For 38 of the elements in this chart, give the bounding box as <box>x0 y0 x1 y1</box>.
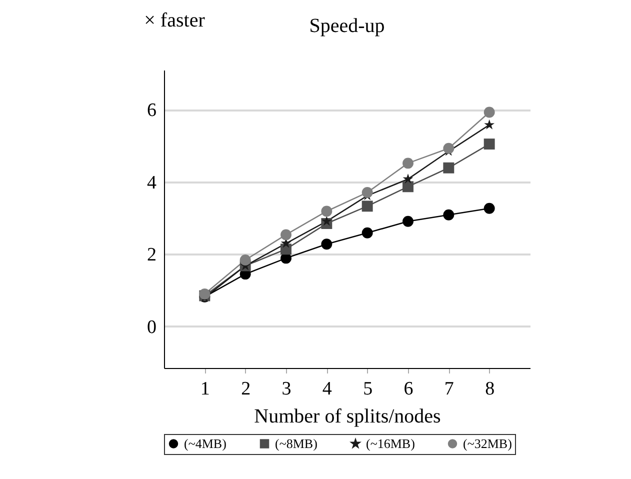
y-axis-title: × faster <box>144 10 206 32</box>
point <box>443 209 454 220</box>
x-tick-label: 4 <box>322 378 332 400</box>
point <box>484 138 495 150</box>
point <box>402 158 414 169</box>
point <box>484 106 495 118</box>
legend-label: (~16MB) <box>366 436 415 451</box>
x-tick-label: 7 <box>444 378 454 400</box>
point <box>484 119 495 130</box>
point <box>321 238 332 250</box>
x-tick-label: 5 <box>363 378 373 400</box>
point <box>402 181 414 192</box>
point <box>362 200 373 212</box>
point <box>321 216 332 226</box>
x-tick-label: 1 <box>200 378 210 400</box>
y-tick-label: 6 <box>147 100 156 122</box>
point <box>280 229 292 240</box>
x-tick-label: 2 <box>241 378 251 400</box>
legend-label: (~4MB) <box>184 436 226 451</box>
point <box>362 227 373 238</box>
point <box>402 174 414 184</box>
y-tick-label: 4 <box>147 172 157 194</box>
point <box>484 202 495 214</box>
point <box>240 254 251 266</box>
legend-label: (~32MB) <box>463 436 512 451</box>
point <box>362 186 373 198</box>
legend-label: (~8MB) <box>275 436 318 451</box>
point <box>443 162 454 174</box>
chart-title: Speed-up <box>309 15 385 37</box>
x-axis-title: Number of splits/nodes <box>254 406 442 428</box>
x-tick-label: 6 <box>404 378 414 400</box>
point <box>402 216 414 227</box>
x-tick-label: 8 <box>485 378 495 400</box>
point <box>321 206 332 217</box>
point <box>443 142 454 154</box>
y-tick-label: 0 <box>147 316 156 338</box>
y-tick-label: 2 <box>147 244 156 266</box>
x-tick-label: 3 <box>282 378 292 400</box>
